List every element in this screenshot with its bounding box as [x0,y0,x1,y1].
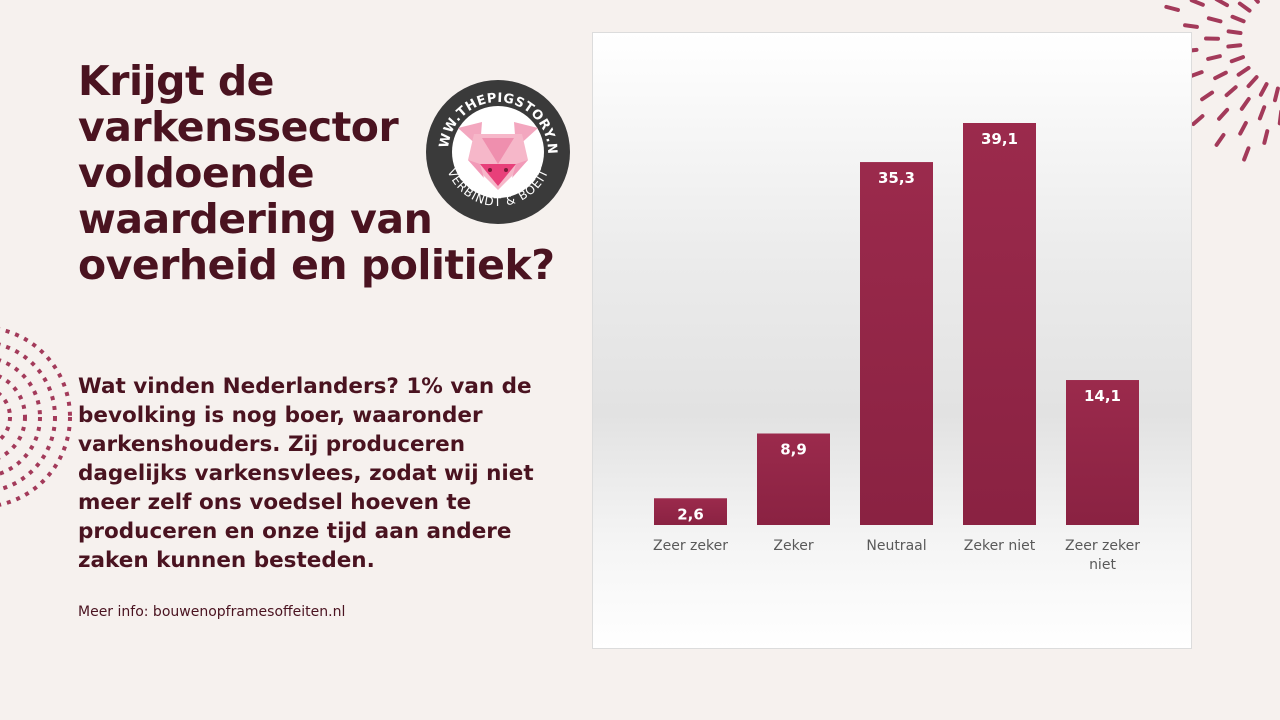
category-label-1: Zeker [773,538,813,554]
bar-0 [654,498,727,525]
category-label-3: Zeker niet [964,538,1036,554]
category-label-4-line1: niet [1089,557,1116,573]
chart-panel: 2,6 Zeer zeker 8,9 Zeker 35,3 Neutraal 39,1 Zek… [592,32,1192,649]
bar-1 [757,433,830,525]
bar-2 [860,162,933,525]
pig-head-icon [458,122,538,190]
more-info-link[interactable]: Meer info: bouwenopframesoffeiten.nl [78,604,346,620]
decorative-rings-left [0,327,72,507]
intro-paragraph: Wat vinden Nederlanders? 1% van de bevol… [78,374,534,573]
bar-3 [963,123,1036,525]
bar-4 [1066,380,1139,525]
data-label-2: 35,3 [878,169,915,187]
category-label-2: Neutraal [866,538,926,554]
data-label-4: 14,1 [1084,387,1121,405]
pigstory-logo: WWW.THEPIGSTORY.NL VERBINDT & BOEIT [417,67,572,226]
decorative-burst-top-right [1160,0,1280,162]
category-label-0: Zeer zeker [653,538,728,554]
data-label-3: 39,1 [981,130,1018,148]
data-label-0: 2,6 [677,505,704,523]
bar-chart: 2,6 Zeer zeker 8,9 Zeker 35,3 Neutraal 39,1 Zek… [653,123,1140,573]
data-label-1: 8,9 [780,440,807,458]
category-label-4: Zeer zeker [1065,538,1140,554]
page-title: Krijgt de varkenssector voldoende waarde… [78,57,555,289]
